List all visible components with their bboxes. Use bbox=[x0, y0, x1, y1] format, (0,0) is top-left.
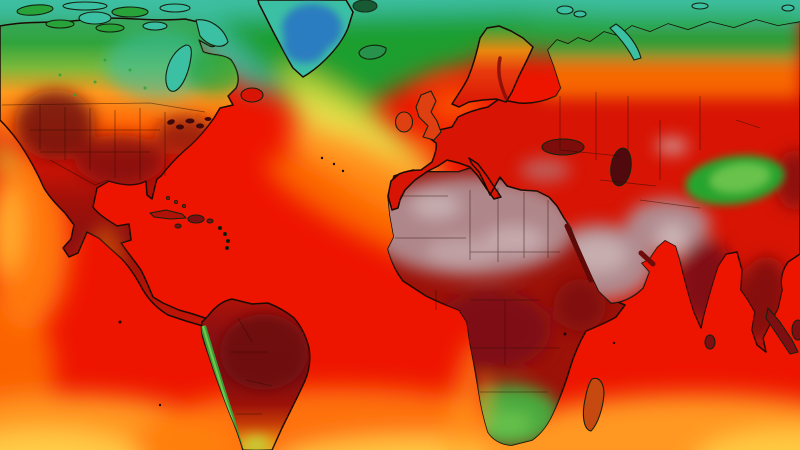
arctic-island bbox=[78, 11, 112, 25]
southern-africa-cool-core bbox=[478, 410, 534, 438]
lake bbox=[167, 119, 175, 125]
green-speckle bbox=[143, 86, 147, 90]
antilles-islet bbox=[222, 231, 228, 237]
ocean-islets bbox=[118, 156, 616, 407]
northeast-greenland-edge bbox=[352, 0, 378, 13]
patagonia-cool-patch bbox=[242, 436, 270, 450]
taklamakan-light-patch bbox=[656, 138, 688, 154]
green-speckle bbox=[73, 93, 77, 97]
asian-islands bbox=[704, 307, 800, 355]
great-lakes bbox=[167, 117, 212, 130]
antilles-islet bbox=[217, 225, 223, 231]
sri-lanka-island bbox=[704, 334, 716, 350]
sahara-light-patch bbox=[426, 238, 498, 266]
bahamas-islet bbox=[165, 195, 171, 201]
bahamas-islet bbox=[181, 203, 187, 209]
arctic-island bbox=[16, 4, 54, 16]
persian-gulf bbox=[638, 250, 656, 267]
islet-speck bbox=[118, 320, 122, 324]
border-line bbox=[559, 92, 761, 209]
scandinavia-peninsula bbox=[451, 25, 534, 108]
border-line bbox=[30, 105, 166, 180]
sumatra-island bbox=[765, 307, 799, 355]
newfoundland-island bbox=[240, 87, 264, 103]
lake bbox=[204, 117, 212, 121]
green-speckle bbox=[58, 73, 62, 77]
arctic-island bbox=[95, 23, 125, 33]
baltic-sea bbox=[497, 56, 508, 100]
hispaniola-island bbox=[187, 214, 205, 224]
arctic-island bbox=[45, 19, 75, 29]
madagascar-island bbox=[582, 377, 605, 432]
border-line bbox=[395, 188, 560, 393]
arctic-island bbox=[111, 6, 149, 18]
siberia-orange-transition bbox=[540, 58, 800, 98]
border-line bbox=[1, 102, 206, 113]
arctic-island bbox=[142, 21, 168, 31]
cuba-island bbox=[149, 209, 187, 220]
east-china-maroon-zone bbox=[775, 150, 800, 210]
tibetan-plateau-cold-core bbox=[710, 163, 770, 193]
bottom-left-yellow-core bbox=[0, 430, 135, 450]
islet-speck bbox=[612, 341, 616, 345]
great-britain-island bbox=[415, 90, 442, 141]
hudson-bay bbox=[165, 44, 192, 92]
islet-speck bbox=[563, 332, 567, 336]
arctic-island bbox=[159, 3, 191, 13]
islet-speck bbox=[320, 156, 324, 160]
bahamas-islet bbox=[173, 199, 179, 205]
svalbard-island bbox=[573, 10, 587, 18]
severnaya-zemlya-island bbox=[691, 2, 709, 10]
borneo-edge bbox=[791, 319, 800, 341]
wrangel-island bbox=[781, 4, 795, 12]
green-speckle bbox=[103, 58, 107, 62]
border-line bbox=[230, 317, 273, 415]
arctic-island bbox=[62, 1, 108, 11]
puerto-rico-island bbox=[206, 218, 214, 224]
canadian-arctic-islands bbox=[16, 1, 229, 47]
baffin-island bbox=[195, 19, 229, 47]
border-line bbox=[49, 159, 109, 186]
sahara-light-patch bbox=[412, 194, 460, 218]
antilles-islet bbox=[224, 245, 230, 251]
ice-sheet-cold-core bbox=[283, 27, 327, 63]
green-speckle bbox=[128, 68, 132, 72]
lake bbox=[196, 123, 204, 129]
lake bbox=[176, 124, 184, 130]
islet-speck bbox=[332, 162, 336, 166]
greenland-ice-core bbox=[282, 4, 342, 63]
anatolia-heat-patch bbox=[520, 158, 570, 182]
africa-heat-detail bbox=[388, 176, 606, 445]
islet-speck bbox=[341, 169, 345, 173]
country-borders-layer bbox=[1, 92, 761, 415]
antilles-islet bbox=[225, 238, 231, 244]
norwegian-sea-cool-patch bbox=[382, 14, 492, 70]
east-africa-maroon-zone bbox=[554, 279, 606, 331]
south-indian-orange-band bbox=[480, 394, 800, 450]
lake bbox=[185, 118, 195, 124]
iceland-island bbox=[358, 44, 387, 60]
black-sea bbox=[541, 138, 585, 156]
green-speckle bbox=[93, 80, 97, 84]
svalbard-island bbox=[556, 5, 574, 15]
us-west-maroon-patch bbox=[15, 90, 95, 160]
caspian-sea bbox=[610, 147, 632, 187]
jamaica-island bbox=[174, 223, 182, 229]
us-south-maroon-patch bbox=[75, 135, 165, 185]
novaya-zemlya-island bbox=[609, 23, 642, 61]
bottom-right-yellow-corner bbox=[701, 430, 800, 450]
ireland-island bbox=[394, 111, 414, 133]
islet-speck bbox=[158, 403, 162, 407]
red-sea bbox=[564, 223, 594, 283]
baja-amber-core bbox=[0, 180, 24, 276]
caribbean-islands bbox=[149, 195, 231, 251]
sahara-light-patch bbox=[485, 226, 545, 254]
canada-green-speckles bbox=[58, 58, 147, 97]
russian-arctic-islands bbox=[556, 2, 795, 61]
